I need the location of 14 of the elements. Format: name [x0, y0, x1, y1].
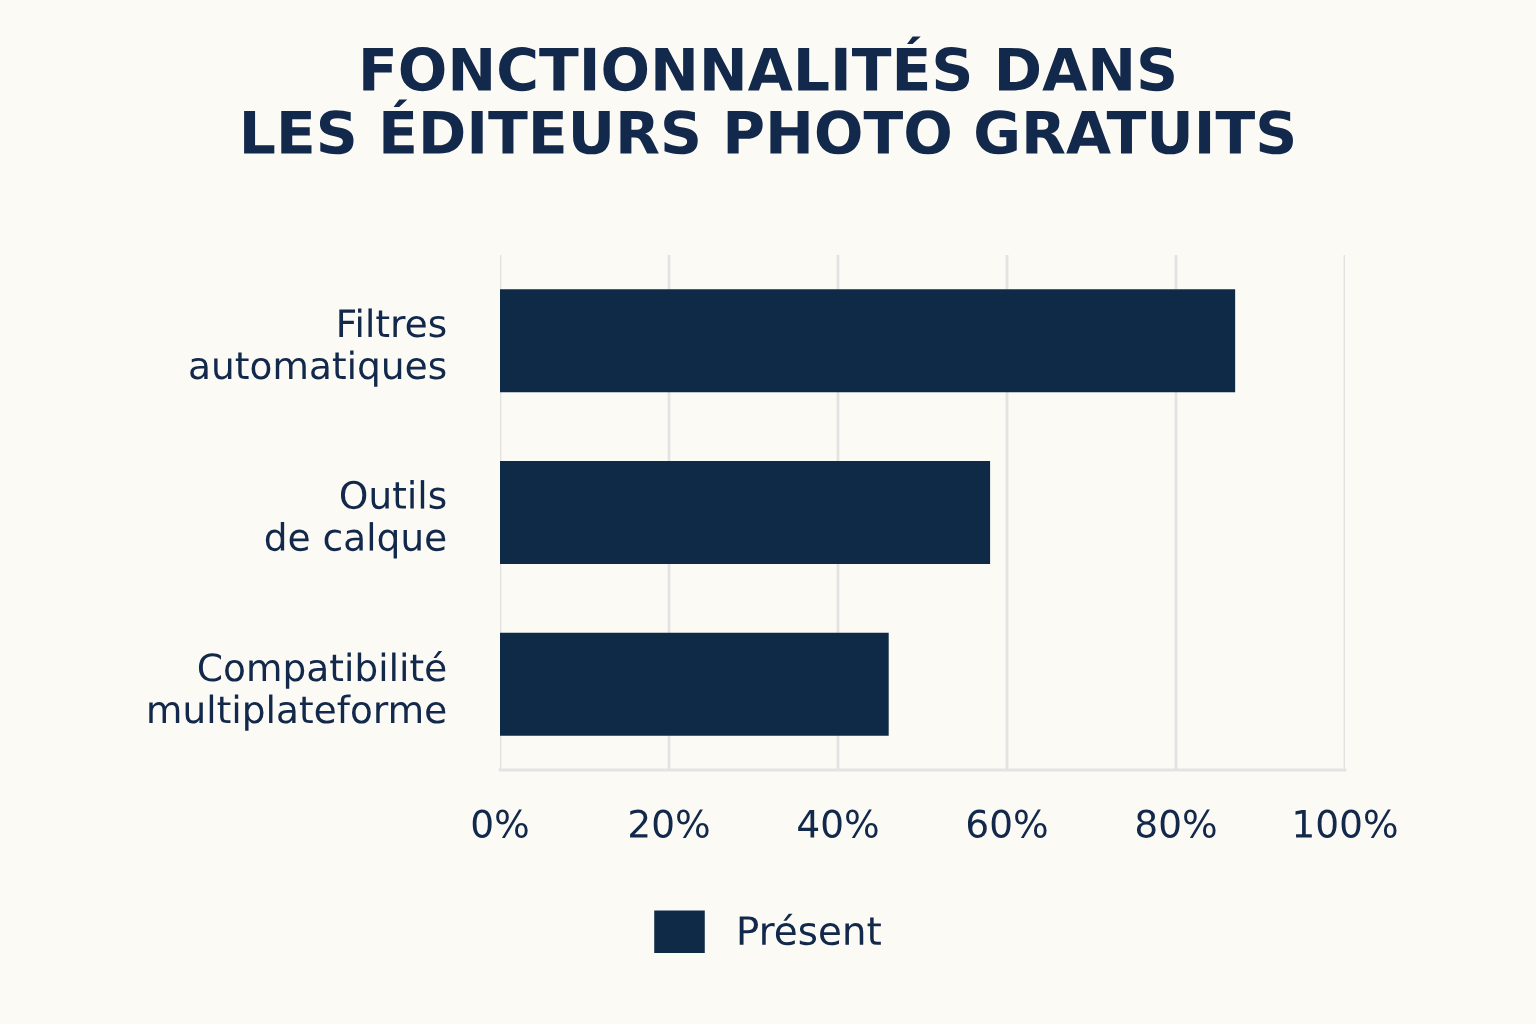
- x-tick-label: 100%: [1295, 809, 1397, 838]
- bar: [500, 632, 889, 736]
- y-tick-label: Compatibilité multiplateforme: [149, 651, 446, 731]
- x-tick-label: 80%: [1136, 809, 1216, 838]
- bar: [500, 289, 1236, 393]
- x-tick-label: 40%: [798, 809, 878, 838]
- y-tick-label: Outils de calque: [265, 480, 446, 559]
- x-tick-label: 20%: [630, 809, 709, 838]
- y-tick-label: Filtres automatiques: [190, 308, 446, 387]
- legend-label: Présent: [739, 913, 881, 946]
- x-tick-label: 60%: [967, 809, 1047, 838]
- x-tick-label: 0%: [472, 809, 528, 838]
- chart-title: FONCTIONNALITÉS DANS LES ÉDITEURS PHOTO GRATUITS: [244, 36, 1293, 155]
- bar: [500, 461, 991, 564]
